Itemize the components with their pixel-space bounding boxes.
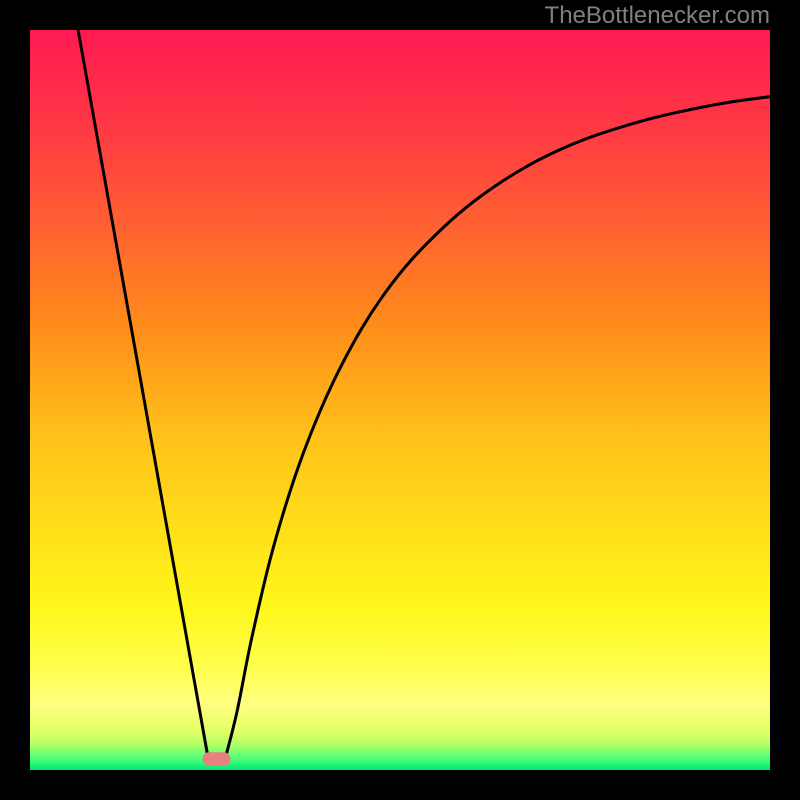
chart-container: TheBottlenecker.com bbox=[0, 0, 800, 800]
dip-marker bbox=[202, 752, 230, 765]
watermark-text: TheBottlenecker.com bbox=[545, 2, 770, 30]
dip-layer bbox=[30, 30, 770, 770]
plot-area bbox=[30, 30, 770, 770]
